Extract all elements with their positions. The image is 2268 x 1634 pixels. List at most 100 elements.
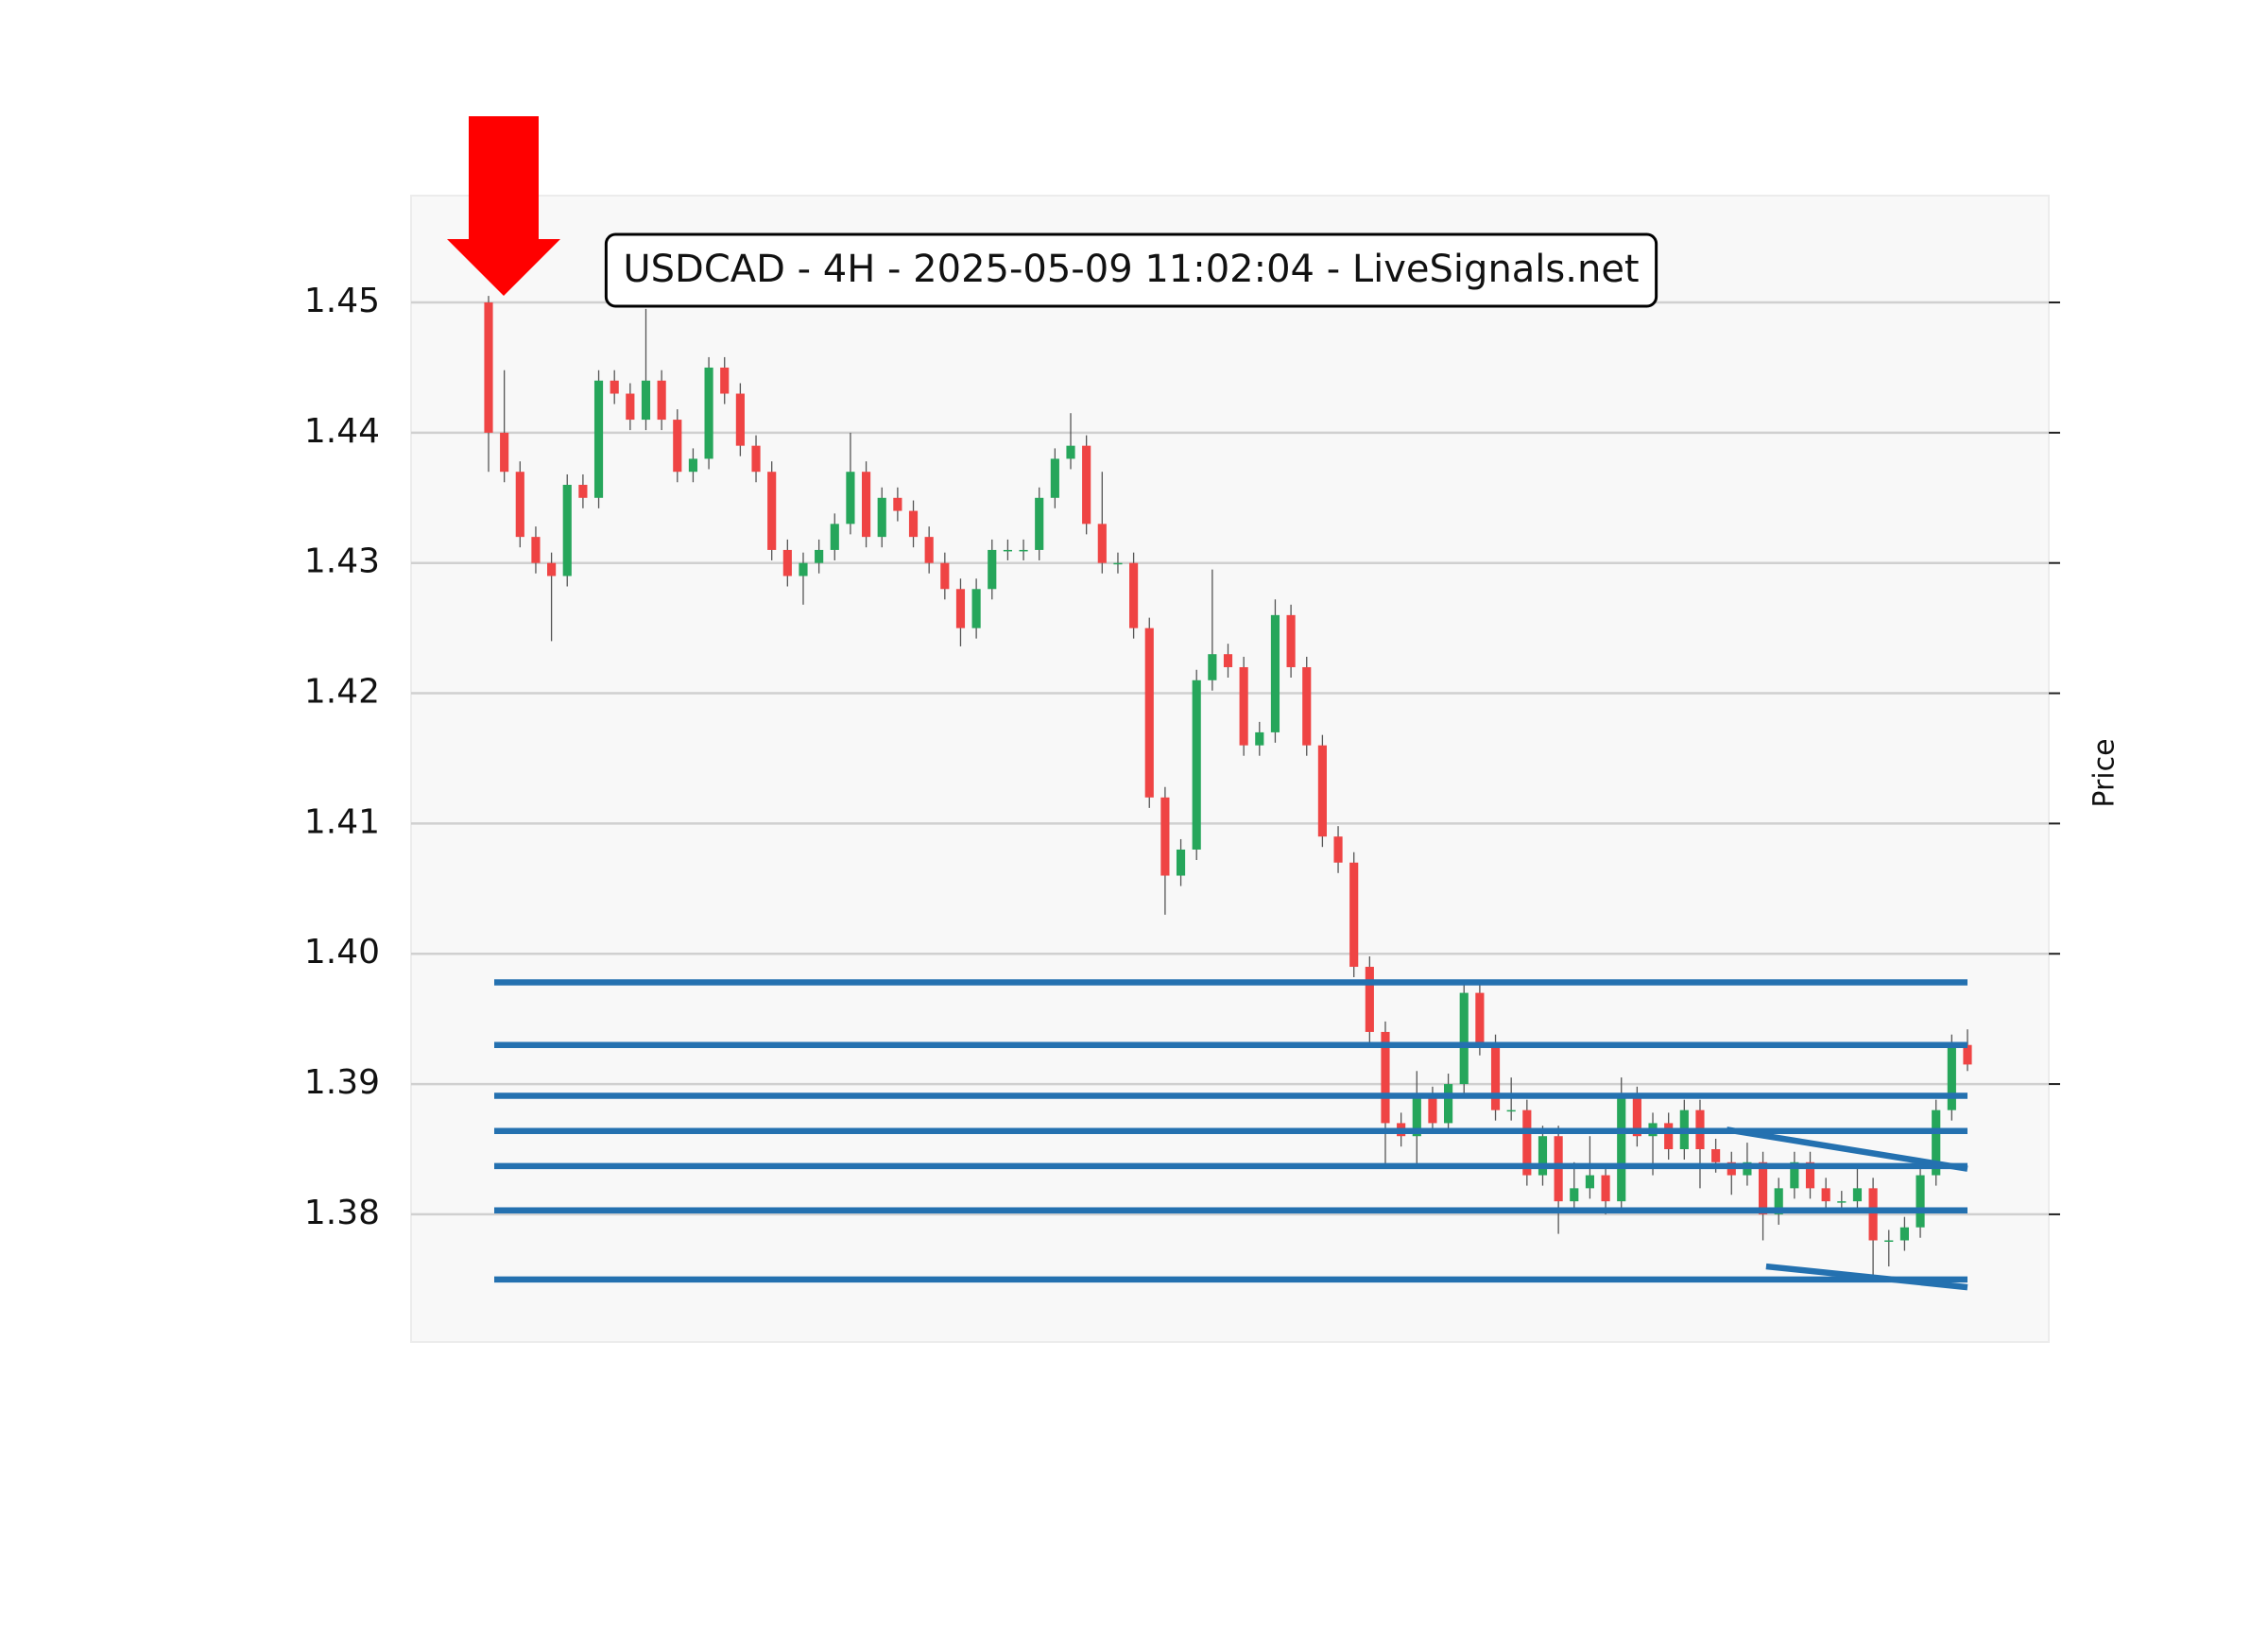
candle-body: [1947, 1044, 1956, 1110]
candle-body: [861, 472, 871, 538]
title-box: USDCAD - 4H - 2025-05-09 11:02:04 - Live…: [604, 232, 1658, 308]
candle-body: [500, 432, 509, 473]
title-frame: [604, 232, 1658, 308]
candle-body: [955, 589, 966, 628]
candle-body: [1192, 679, 1201, 850]
candle-body: [782, 549, 792, 576]
candle-body: [484, 302, 493, 433]
candle-body: [940, 562, 950, 590]
candle-body: [1899, 1227, 1909, 1241]
candle-body: [1019, 549, 1028, 552]
candle-body: [1617, 1096, 1626, 1202]
candle-body: [877, 497, 886, 538]
candle-body: [1585, 1175, 1595, 1189]
candle-body: [1208, 654, 1217, 680]
candle-body: [673, 420, 682, 473]
candle-body: [1097, 524, 1107, 563]
candle-body: [830, 524, 839, 550]
candle-body: [1790, 1161, 1799, 1189]
candle-body: [735, 393, 745, 446]
candle-body: [1852, 1188, 1863, 1202]
candle-body: [1522, 1109, 1532, 1176]
candle-body: [1302, 666, 1312, 746]
candle-body: [846, 472, 855, 525]
candle-body: [704, 367, 713, 459]
candle-body: [1255, 731, 1264, 746]
candle-body: [1963, 1044, 1972, 1065]
candle-body: [720, 367, 730, 394]
arrow-marker: [447, 116, 560, 296]
candle-body: [610, 380, 619, 394]
candle-body: [531, 537, 541, 563]
candle-body: [1003, 549, 1012, 552]
candle-body: [1601, 1175, 1610, 1202]
y-tick-label: 1.40: [304, 933, 380, 972]
candle-body: [1223, 654, 1233, 667]
candle-body: [547, 562, 557, 576]
plot-area: [410, 195, 2050, 1343]
chart-title: USDCAD - 4H - 2025-05-09 11:02:04 - Live…: [623, 248, 1639, 291]
candle-body: [1444, 1084, 1453, 1124]
candle-body: [1490, 1044, 1501, 1110]
candle-body: [1758, 1161, 1768, 1214]
candle-body: [1035, 497, 1044, 550]
candle-body: [1160, 797, 1170, 876]
y-tick-label: 1.44: [304, 412, 380, 451]
candle-body: [688, 458, 698, 473]
y-axis: 1.38 1.39 1.40 1.41 1.42 1.43 1.44 1.45: [304, 282, 2060, 1232]
y-tick-label: 1.45: [304, 282, 380, 320]
candles: [484, 296, 1972, 1280]
candle-body: [626, 393, 635, 421]
candle-body: [751, 445, 761, 473]
candle-body: [971, 589, 981, 628]
trend-line: [1726, 1127, 1968, 1172]
y-tick-label: 1.43: [304, 542, 380, 581]
candle-body: [1475, 992, 1485, 1045]
y-tick-label: 1.39: [304, 1063, 380, 1102]
grid: [411, 301, 2049, 1216]
candle-body: [924, 537, 934, 563]
candle-body: [815, 549, 824, 563]
candle-body: [593, 380, 604, 498]
candle-body: [641, 380, 651, 421]
y-tick-label: 1.41: [304, 802, 380, 841]
candle-body: [1270, 614, 1280, 732]
candle-body: [515, 472, 524, 538]
candle-body: [1113, 562, 1123, 565]
candle-body: [1774, 1188, 1783, 1214]
candle-body: [1837, 1201, 1847, 1203]
candle-body: [1239, 666, 1248, 746]
candle-body: [1050, 458, 1059, 498]
candle-body: [767, 472, 777, 550]
candle-body: [1570, 1188, 1579, 1202]
candle-body: [1144, 628, 1154, 798]
y-tick-label: 1.38: [304, 1194, 380, 1232]
levels: [494, 979, 1968, 1291]
candle-body: [908, 510, 919, 538]
candle-body: [1916, 1175, 1925, 1228]
y-tick-label: 1.42: [304, 673, 380, 712]
candle-body: [1333, 836, 1343, 863]
candle-body: [1428, 1096, 1437, 1124]
y-axis-label: Price: [2088, 738, 2122, 807]
candle-body: [1805, 1161, 1815, 1189]
candle-body: [799, 562, 808, 576]
candle-body: [1932, 1109, 1941, 1176]
candle-body: [1632, 1096, 1641, 1137]
candle-body: [1082, 445, 1091, 525]
candle-body: [1459, 992, 1469, 1085]
candle-body: [1129, 562, 1139, 628]
candle-body: [1506, 1109, 1516, 1112]
candle-body: [1286, 614, 1296, 667]
candle-body: [988, 549, 997, 590]
candle-body: [1868, 1188, 1878, 1241]
candle-body: [1412, 1096, 1421, 1137]
candle-body: [1538, 1136, 1548, 1176]
candle-body: [893, 497, 902, 511]
candle-body: [1884, 1240, 1894, 1242]
candle-body: [1066, 445, 1075, 459]
candle-body: [1711, 1148, 1721, 1162]
candle-body: [578, 485, 588, 498]
